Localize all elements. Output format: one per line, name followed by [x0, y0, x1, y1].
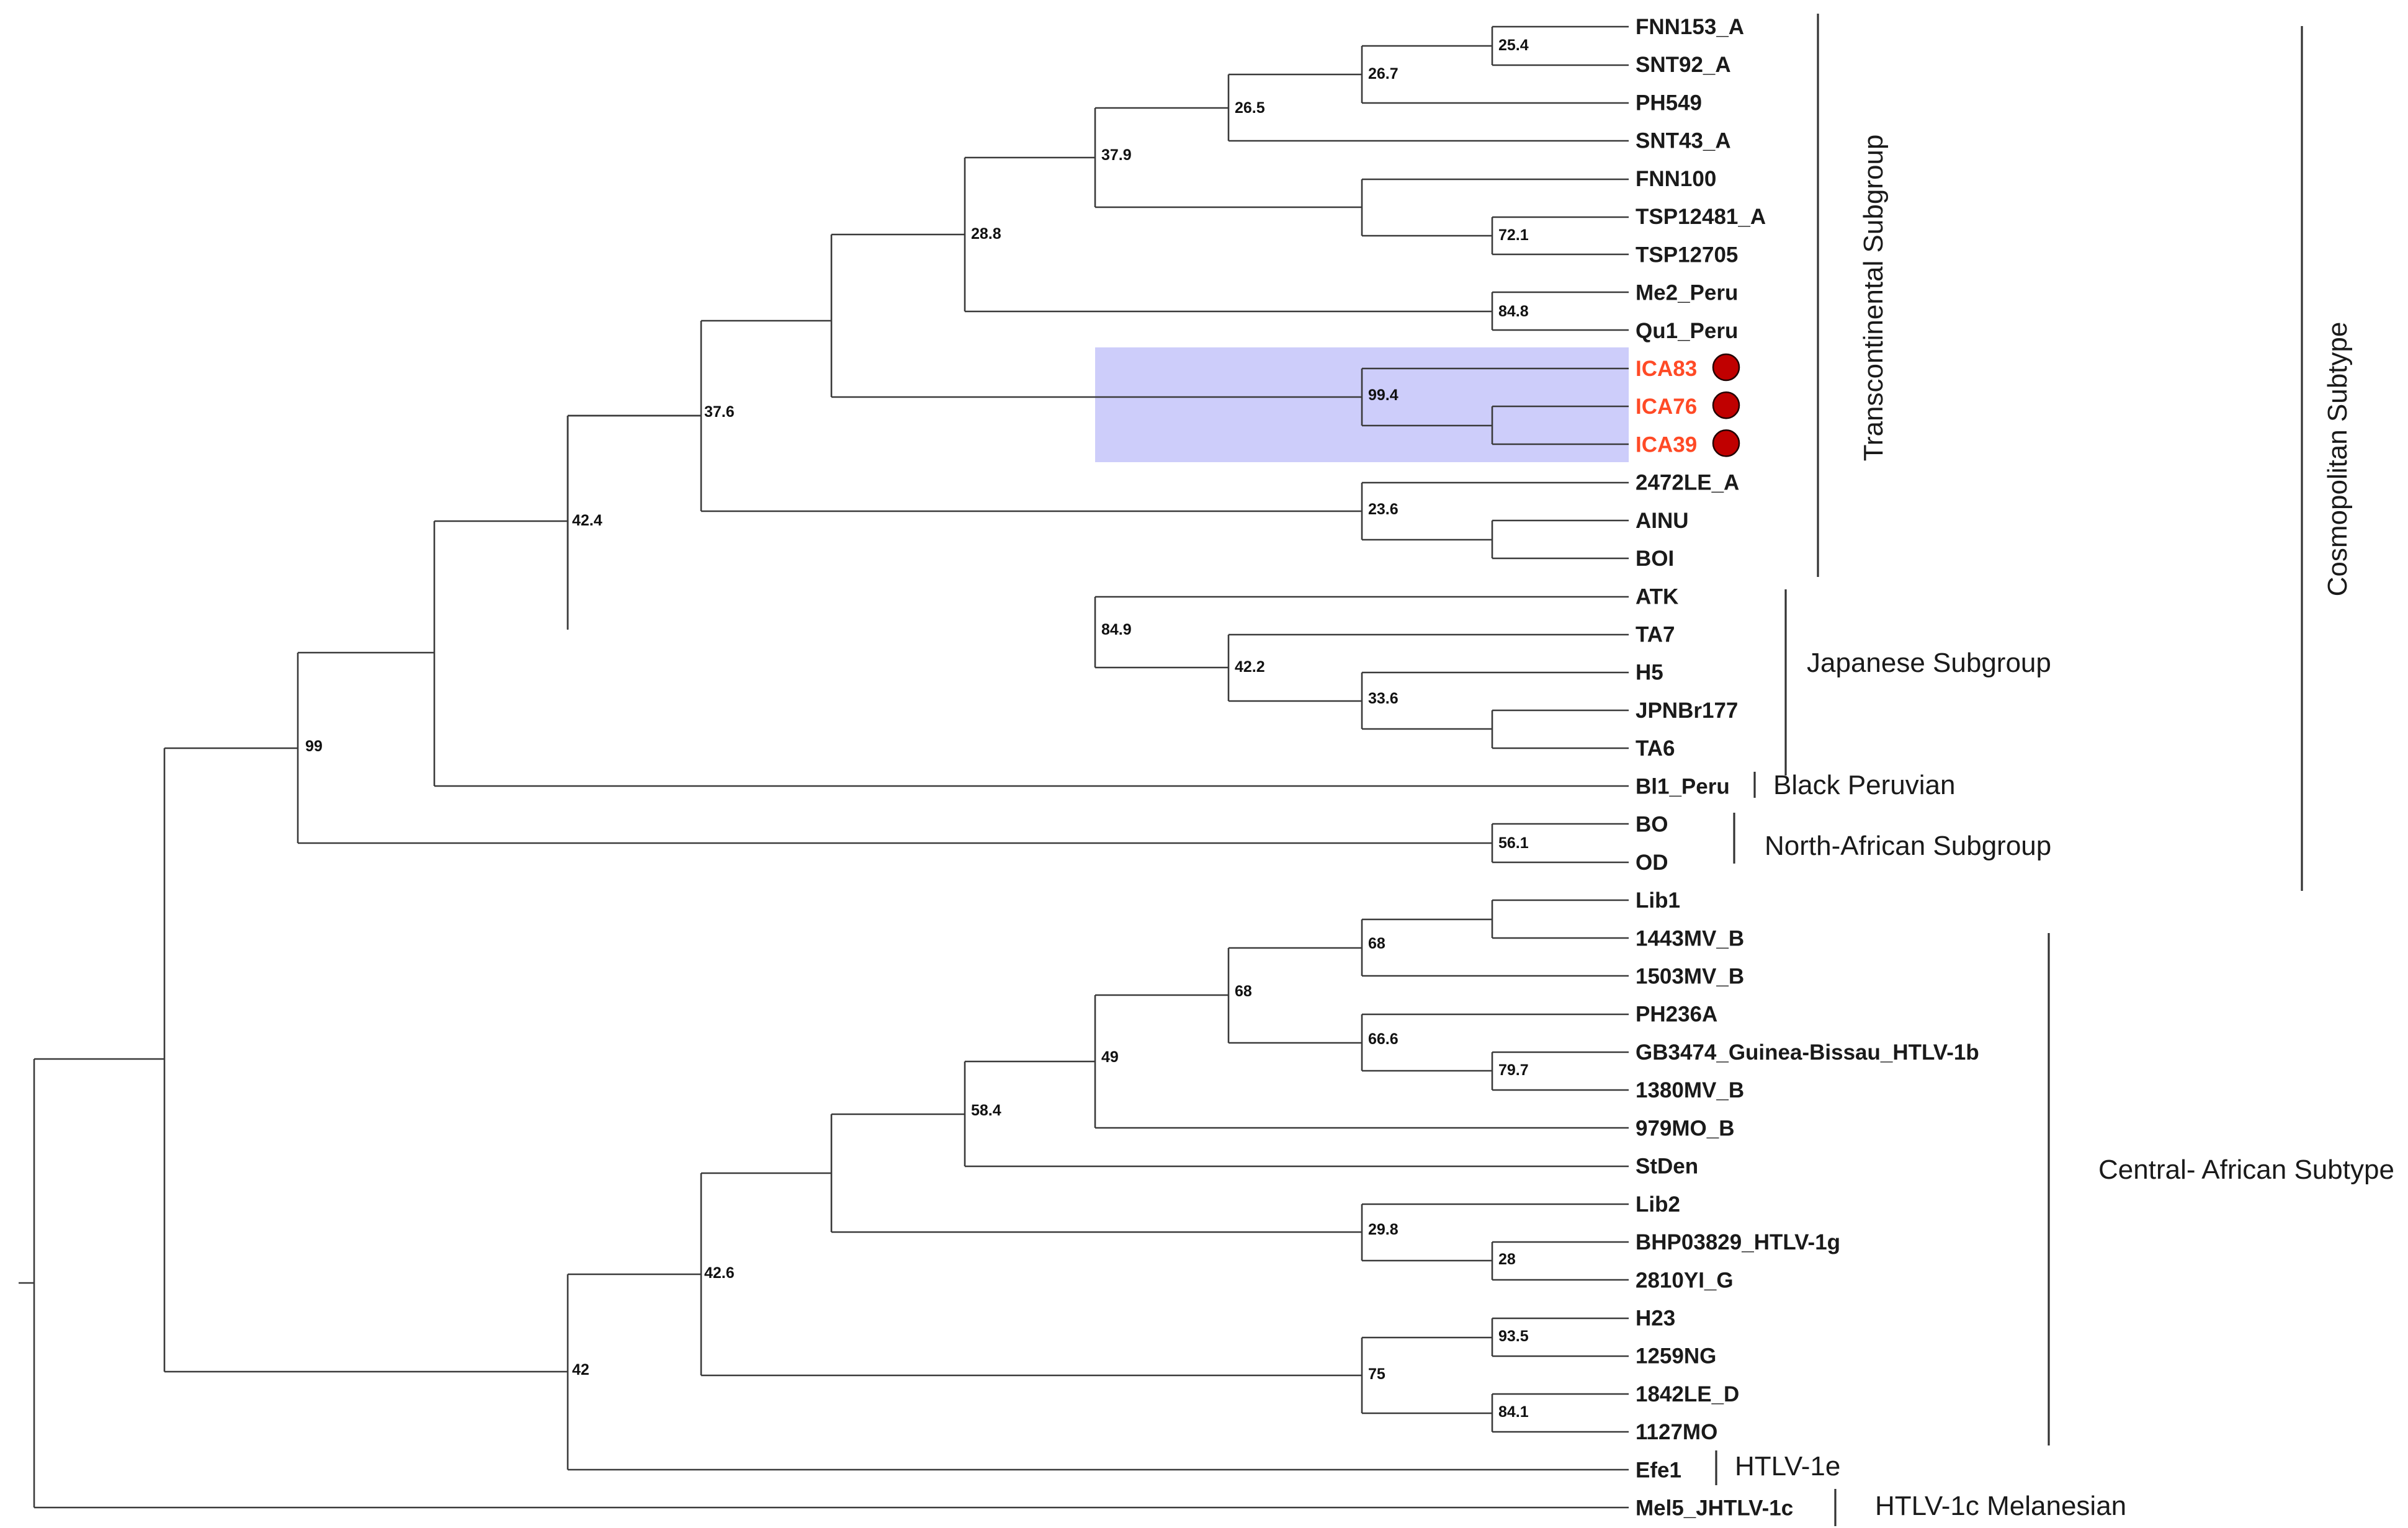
taxon-label: 1443MV_B [1636, 926, 1744, 950]
taxon-label: 1842LE_D [1636, 1382, 1739, 1406]
japanese-label: Japanese Subgroup [1807, 648, 2051, 678]
support-value: 42.6 [704, 1264, 735, 1282]
support-value: 42.2 [1235, 658, 1265, 676]
taxon-label: AINU [1636, 509, 1689, 533]
support-value: 33.6 [1368, 690, 1399, 707]
north-african-label: North-African Subgroup [1765, 831, 2051, 861]
taxon-label: 1127MO [1636, 1420, 1717, 1444]
support-value: 66.6 [1368, 1030, 1399, 1048]
taxon-label: Qu1_Peru [1636, 319, 1738, 343]
taxon-label: H5 [1636, 661, 1663, 685]
taxon-label: 979MO_B [1636, 1116, 1735, 1140]
taxon-label: OD [1636, 851, 1668, 875]
taxon-label: ICA39 [1636, 432, 1697, 457]
taxon-label: BOI [1636, 547, 1674, 571]
support-value: 58.4 [971, 1102, 1001, 1119]
taxon-label: SNT92_A [1636, 53, 1731, 77]
support-value: 49 [1101, 1048, 1119, 1066]
transcontinental-label: Transcontinental Subgroup [1858, 135, 1889, 462]
taxon-label: PH549 [1636, 91, 1702, 115]
taxon-label: 1259NG [1636, 1344, 1716, 1369]
support-value: 42 [572, 1361, 589, 1378]
htlv1e-label: HTLV-1e [1735, 1451, 1840, 1481]
htlv1c-label: HTLV-1c Melanesian [1875, 1491, 2126, 1521]
red-circle-icon [1712, 353, 1740, 382]
support-value: 84.1 [1498, 1403, 1529, 1421]
support-value: 75 [1368, 1365, 1385, 1383]
tree-branches [19, 25, 1629, 1509]
support-value: 68 [1368, 935, 1385, 952]
support-value: 56.1 [1498, 834, 1529, 852]
support-value: 68 [1235, 983, 1252, 1000]
support-value: 28 [1498, 1251, 1516, 1268]
support-value: 29.8 [1368, 1221, 1399, 1238]
taxon-label: PH236A [1636, 1003, 1717, 1027]
taxon-label: Me2_Peru [1636, 281, 1738, 305]
support-value: 37.6 [704, 403, 735, 421]
support-values: 25.4 26.7 26.5 37.9 72.1 84.8 28.8 99.4 … [305, 37, 1529, 1421]
taxon-label: SNT43_A [1636, 129, 1731, 153]
support-value: 28.8 [971, 225, 1001, 243]
support-value: 93.5 [1498, 1328, 1529, 1345]
taxon-label: StDen [1636, 1155, 1698, 1179]
support-value: 23.6 [1368, 501, 1399, 518]
taxon-label: FNN100 [1636, 167, 1716, 191]
support-value: 84.8 [1498, 303, 1529, 320]
black-peruvian-label: Black Peruvian [1773, 770, 1955, 800]
taxon-label: ATK [1636, 584, 1678, 609]
taxon-label: 1503MV_B [1636, 965, 1744, 989]
taxon-label: ICA83 [1636, 357, 1697, 381]
support-value: 72.1 [1498, 226, 1529, 244]
support-value: 26.5 [1235, 99, 1265, 117]
red-circle-icon [1712, 391, 1740, 419]
group-bars [1715, 14, 2303, 1526]
taxon-label: H23 [1636, 1306, 1675, 1330]
taxon-label: BHP03829_HTLV-1g [1636, 1230, 1840, 1254]
taxon-label: TA6 [1636, 736, 1675, 761]
central-african-label: Central- African Subtype [2098, 1155, 2394, 1185]
cosmopolitan-label: Cosmopolitan Subtype [2322, 322, 2353, 597]
support-value: 99.4 [1368, 386, 1399, 404]
support-value: 99 [305, 738, 323, 755]
group-labels: Transcontinental Subgroup Japanese Subgr… [1735, 135, 2394, 1521]
taxon-label: BO [1636, 813, 1668, 837]
taxon-label: Bl1_Peru [1636, 774, 1730, 798]
support-value: 84.9 [1101, 621, 1132, 638]
taxon-label: JPNBr177 [1636, 699, 1738, 723]
taxon-labels: FNN153_A SNT92_A PH549 SNT43_A FNN100 TSP1248… [1636, 15, 1979, 1521]
taxon-label: TA7 [1636, 623, 1675, 647]
taxon-label: Mel5_JHTLV-1c [1636, 1496, 1793, 1521]
red-circle-icon [1712, 429, 1740, 457]
taxon-label: Efe1 [1636, 1458, 1681, 1482]
taxon-label: Lib1 [1636, 888, 1680, 913]
taxon-label: 2810YI_G [1636, 1268, 1734, 1292]
taxon-label: GB3474_Guinea-Bissau_HTLV-1b [1636, 1040, 1979, 1065]
taxon-label: TSP12705 [1636, 243, 1738, 267]
support-value: 42.4 [572, 512, 602, 529]
support-value: 79.7 [1498, 1061, 1529, 1079]
taxon-label: 2472LE_A [1636, 471, 1739, 495]
support-value: 26.7 [1368, 65, 1399, 83]
support-value: 25.4 [1498, 37, 1529, 54]
taxon-label: Lib2 [1636, 1192, 1680, 1217]
support-value: 37.9 [1101, 146, 1132, 164]
taxon-label: 1380MV_B [1636, 1078, 1744, 1102]
taxon-label: TSP12481_A [1636, 205, 1766, 229]
taxon-label: FNN153_A [1636, 15, 1744, 39]
taxon-label: ICA76 [1636, 395, 1697, 419]
